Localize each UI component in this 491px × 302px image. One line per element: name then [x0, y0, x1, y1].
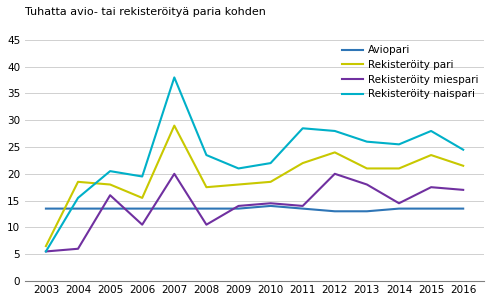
- Text: Tuhatta avio- tai rekisteröityä paria kohden: Tuhatta avio- tai rekisteröityä paria ko…: [25, 7, 266, 17]
- Rekisteröity naispari: [236, 167, 242, 170]
- Rekisteröity naispari: [203, 153, 209, 157]
- Rekisteröity miespari: [332, 172, 338, 176]
- Rekisteröity pari: [139, 196, 145, 200]
- Rekisteröity pari: [171, 124, 177, 127]
- Aviopari: [460, 207, 466, 210]
- Rekisteröity naispari: [460, 148, 466, 152]
- Rekisteröity pari: [428, 153, 434, 157]
- Aviopari: [268, 204, 273, 208]
- Rekisteröity miespari: [203, 223, 209, 226]
- Rekisteröity miespari: [43, 250, 49, 253]
- Rekisteröity naispari: [300, 127, 306, 130]
- Rekisteröity naispari: [428, 129, 434, 133]
- Aviopari: [107, 207, 113, 210]
- Aviopari: [396, 207, 402, 210]
- Rekisteröity miespari: [75, 247, 81, 251]
- Aviopari: [171, 207, 177, 210]
- Rekisteröity naispari: [171, 76, 177, 79]
- Rekisteröity naispari: [364, 140, 370, 143]
- Aviopari: [428, 207, 434, 210]
- Rekisteröity miespari: [139, 223, 145, 226]
- Rekisteröity pari: [203, 185, 209, 189]
- Rekisteröity pari: [396, 167, 402, 170]
- Rekisteröity miespari: [460, 188, 466, 192]
- Rekisteröity miespari: [364, 183, 370, 186]
- Rekisteröity miespari: [428, 185, 434, 189]
- Rekisteröity naispari: [396, 143, 402, 146]
- Rekisteröity pari: [332, 151, 338, 154]
- Rekisteröity pari: [236, 183, 242, 186]
- Aviopari: [332, 210, 338, 213]
- Rekisteröity naispari: [139, 175, 145, 178]
- Rekisteröity miespari: [171, 172, 177, 176]
- Rekisteröity pari: [460, 164, 466, 168]
- Aviopari: [139, 207, 145, 210]
- Rekisteröity naispari: [43, 250, 49, 253]
- Legend: Aviopari, Rekisteröity pari, Rekisteröity miespari, Rekisteröity naispari: Aviopari, Rekisteröity pari, Rekisteröit…: [342, 45, 479, 99]
- Rekisteröity pari: [300, 161, 306, 165]
- Aviopari: [236, 207, 242, 210]
- Line: Rekisteröity pari: Rekisteröity pari: [46, 126, 463, 246]
- Rekisteröity miespari: [236, 204, 242, 208]
- Rekisteröity miespari: [268, 201, 273, 205]
- Line: Aviopari: Aviopari: [46, 206, 463, 211]
- Rekisteröity pari: [43, 244, 49, 248]
- Rekisteröity naispari: [107, 169, 113, 173]
- Rekisteröity miespari: [396, 201, 402, 205]
- Aviopari: [203, 207, 209, 210]
- Aviopari: [43, 207, 49, 210]
- Aviopari: [300, 207, 306, 210]
- Rekisteröity naispari: [332, 129, 338, 133]
- Rekisteröity pari: [75, 180, 81, 184]
- Rekisteröity pari: [364, 167, 370, 170]
- Line: Rekisteröity miespari: Rekisteröity miespari: [46, 174, 463, 252]
- Rekisteröity naispari: [75, 196, 81, 200]
- Aviopari: [364, 210, 370, 213]
- Rekisteröity pari: [107, 183, 113, 186]
- Rekisteröity pari: [268, 180, 273, 184]
- Line: Rekisteröity naispari: Rekisteröity naispari: [46, 77, 463, 252]
- Rekisteröity miespari: [300, 204, 306, 208]
- Rekisteröity miespari: [107, 193, 113, 197]
- Rekisteröity naispari: [268, 161, 273, 165]
- Aviopari: [75, 207, 81, 210]
